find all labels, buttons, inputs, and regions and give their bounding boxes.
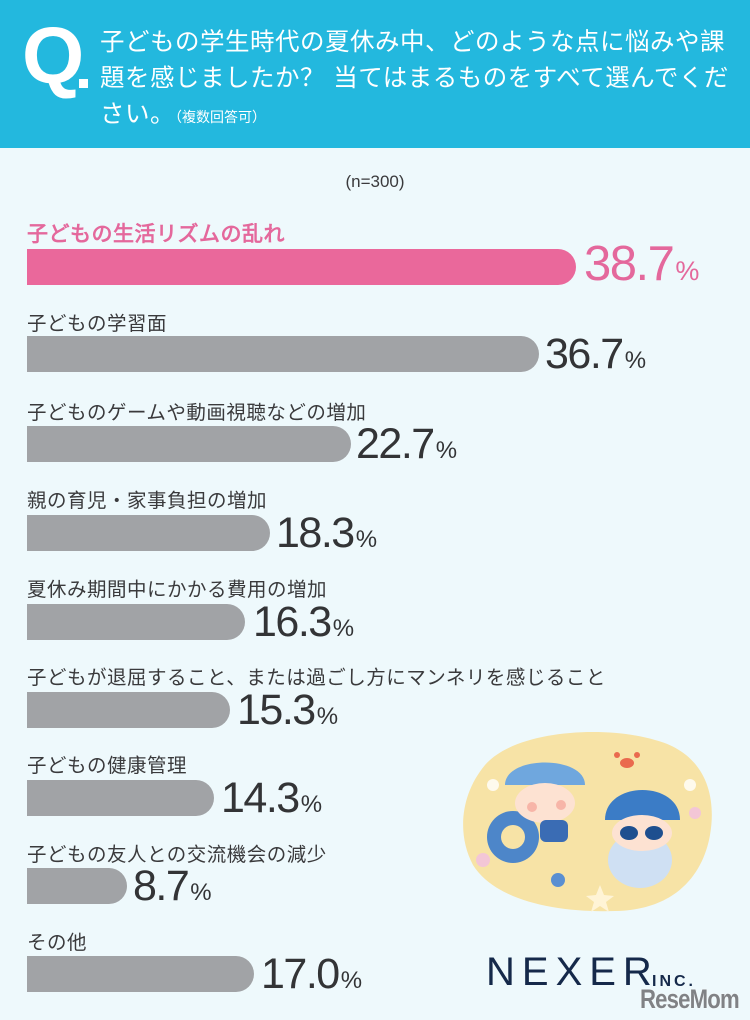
row-label: 夏休み期間中にかかる費用の増加: [27, 578, 328, 601]
question-note: （複数回答可）: [175, 110, 266, 126]
value-number: 17.0: [261, 950, 340, 998]
value-number: 22.7: [356, 420, 435, 468]
bar: [27, 692, 230, 728]
kid-left: [487, 762, 585, 863]
value-unit: %: [332, 615, 355, 642]
row-label: 子どもの健康管理: [27, 754, 188, 777]
value-unit: %: [355, 526, 378, 553]
value-number: 14.3: [221, 774, 300, 822]
value-unit: %: [190, 879, 212, 906]
kid-right: [605, 790, 680, 888]
bar-highlighted: [27, 249, 576, 285]
row-value: 22.7%: [356, 423, 457, 466]
row-label: 子どもの学習面: [27, 312, 168, 335]
value-unit: %: [435, 437, 458, 464]
q-dot: [79, 79, 88, 88]
row-value: 14.3%: [221, 777, 322, 820]
value-number: 18.3: [276, 509, 355, 557]
kids-beach-illustration: [463, 732, 712, 912]
question-body: 子どもの学生時代の夏休み中、どのような点に悩みや課題を感じましたか？ 当てはまる…: [100, 27, 729, 128]
q-mark: Q: [22, 11, 84, 100]
row-value: 15.3%: [237, 689, 338, 732]
resemom-watermark: ReseMom: [640, 984, 740, 1014]
value-unit: %: [624, 347, 647, 374]
row-label: 子どものゲームや動画視聴などの増加: [27, 401, 367, 424]
bar: [27, 336, 539, 372]
value-unit: %: [316, 703, 339, 730]
bar: [27, 515, 270, 551]
sample-size: (n=300): [345, 172, 405, 191]
crab-icon: [614, 752, 640, 768]
row-label: 子どもの友人との交流機会の減少: [27, 843, 327, 866]
nexer-logo: NEXER: [486, 950, 659, 994]
row-label: 子どもの生活リズムの乱れ: [27, 222, 285, 246]
row-label: 親の育児・家事負担の増加: [27, 489, 268, 512]
question-header: Q 子どもの学生時代の夏休み中、どのような点に悩みや課題を感じましたか？ 当ては…: [0, 0, 750, 148]
bar: [27, 868, 127, 904]
value-number: 15.3: [237, 686, 316, 734]
row-label: その他: [27, 931, 88, 954]
value-number: 16.3: [253, 598, 332, 646]
row-value: 36.7%: [545, 333, 646, 376]
row-value: 38.7%: [584, 240, 699, 289]
bar: [27, 780, 214, 816]
row-label: 子どもが退屈すること、または過ごし方にマンネリを感じること: [27, 666, 606, 689]
row-value: 16.3%: [253, 601, 354, 644]
row-value: 18.3%: [276, 512, 377, 555]
value-unit: %: [300, 791, 323, 818]
bar: [27, 426, 351, 462]
question-text: 子どもの学生時代の夏休み中、どのような点に悩みや課題を感じましたか？ 当てはまる…: [100, 24, 740, 136]
nexer-logo-suffix: INC.: [652, 973, 696, 990]
value-number: 36.7: [545, 330, 624, 378]
row-value: 8.7%: [133, 865, 212, 908]
bar: [27, 604, 245, 640]
value-number: 38.7: [584, 237, 675, 291]
value-unit: %: [340, 967, 363, 994]
value-number: 8.7: [133, 862, 190, 910]
value-unit: %: [675, 256, 700, 286]
row-value: 17.0%: [261, 953, 362, 996]
bar: [27, 956, 254, 992]
